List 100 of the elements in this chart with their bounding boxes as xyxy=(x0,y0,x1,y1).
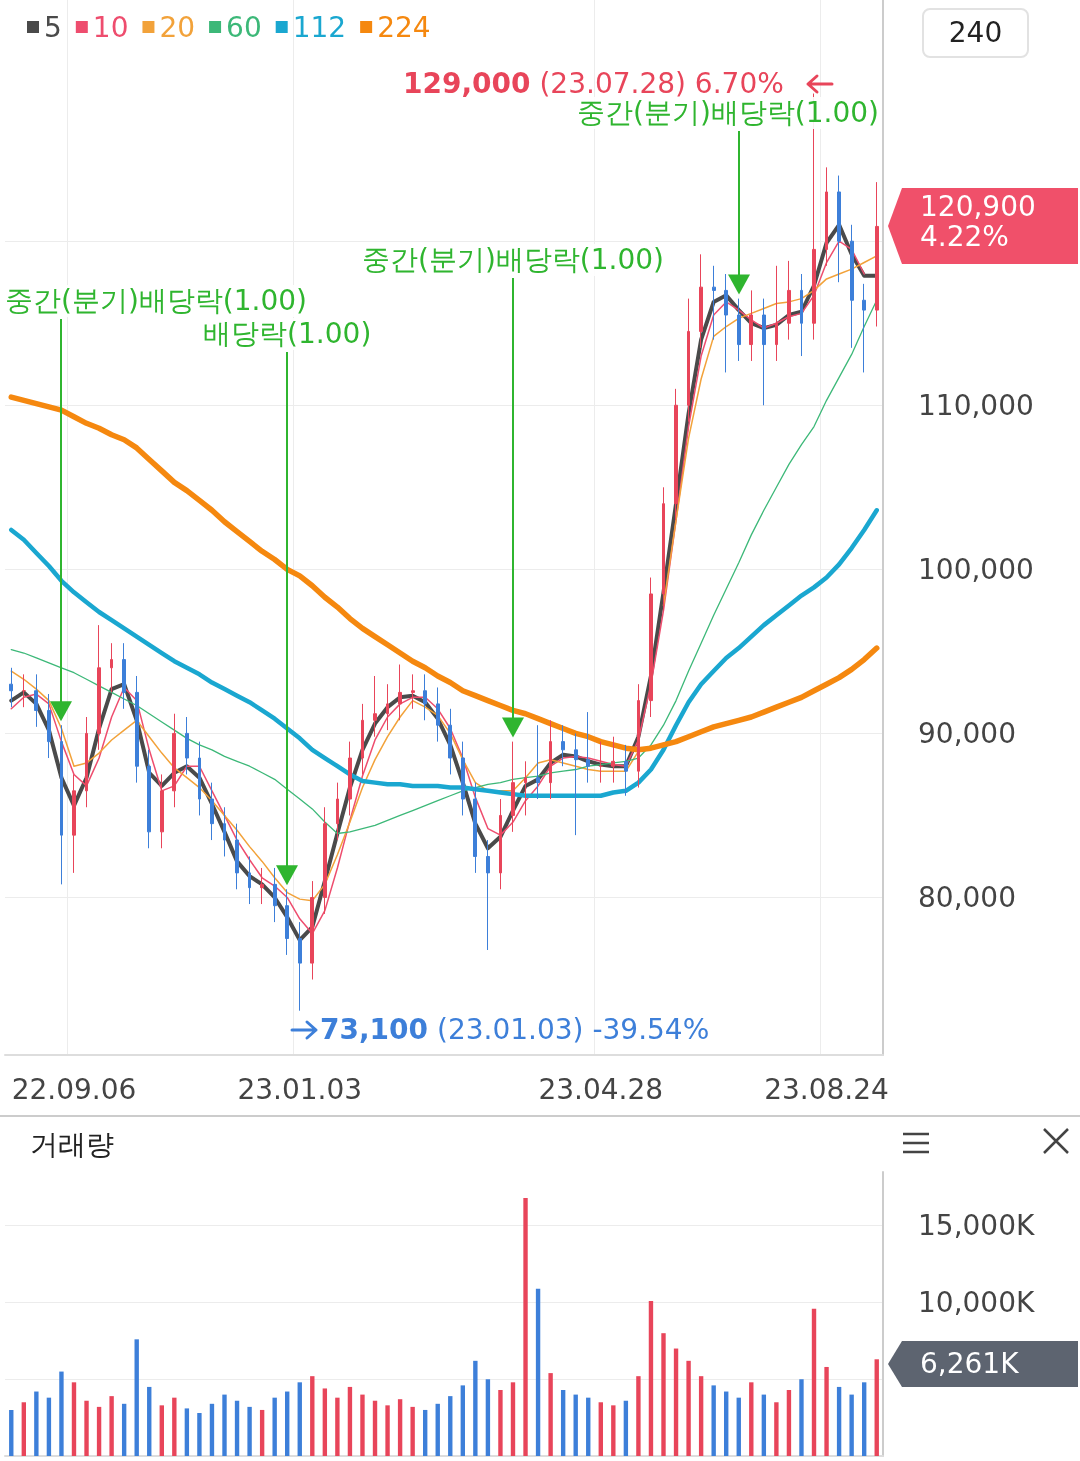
candlestick xyxy=(348,741,352,816)
bar xyxy=(573,1394,578,1456)
candlestick xyxy=(712,265,716,341)
line-series xyxy=(9,508,879,799)
candlestick xyxy=(624,744,628,797)
candlestick xyxy=(524,760,527,816)
candlestick xyxy=(122,642,126,710)
candlestick xyxy=(486,839,490,951)
bar xyxy=(799,1379,804,1456)
candlestick xyxy=(310,880,314,981)
bar xyxy=(21,1402,27,1456)
bar xyxy=(310,1376,315,1456)
candlestick xyxy=(749,289,753,362)
legend-label: 224 xyxy=(377,10,431,44)
candlestick xyxy=(22,673,26,708)
y-tick-label: 90,000 xyxy=(918,716,1016,750)
bar xyxy=(435,1403,440,1456)
candlestick xyxy=(72,773,76,874)
bar xyxy=(147,1386,152,1456)
candlestick xyxy=(662,486,665,611)
candlestick xyxy=(273,867,277,923)
bar xyxy=(322,1388,328,1456)
y-tick-label: 10,000K xyxy=(918,1285,1035,1319)
bar xyxy=(836,1386,842,1456)
bar xyxy=(197,1413,202,1456)
bar xyxy=(209,1403,215,1456)
bar xyxy=(397,1399,403,1456)
candlestick xyxy=(762,298,766,406)
annotation: 중간(분기)배당락(1.00) xyxy=(361,243,664,276)
candlestick xyxy=(511,741,515,833)
bar xyxy=(761,1394,767,1456)
candlestick xyxy=(574,732,578,836)
y-tick-label: 15,000K xyxy=(918,1209,1035,1243)
x-tick-label: 23.08.24 xyxy=(764,1072,889,1106)
legend-label: 112 xyxy=(292,10,347,44)
candlestick xyxy=(724,273,728,373)
bar xyxy=(485,1379,491,1456)
bar xyxy=(698,1376,704,1456)
bar xyxy=(422,1409,428,1456)
bar xyxy=(272,1397,277,1456)
bar xyxy=(297,1382,302,1456)
bar xyxy=(172,1397,177,1456)
bar xyxy=(774,1402,779,1456)
candlestick xyxy=(34,673,38,728)
candlestick xyxy=(649,577,653,718)
candlestick xyxy=(862,283,866,373)
bar xyxy=(749,1382,754,1456)
bar xyxy=(736,1397,741,1456)
candlestick xyxy=(135,675,139,784)
candlestick xyxy=(60,724,63,885)
legend-label: 60 xyxy=(226,10,262,44)
bar xyxy=(460,1385,466,1456)
candlestick xyxy=(85,716,88,808)
candlestick xyxy=(699,253,703,349)
candlestick xyxy=(185,716,189,775)
candlestick xyxy=(361,703,364,775)
text: 6,261K xyxy=(888,1341,1078,1387)
candlestick xyxy=(423,673,427,721)
bar xyxy=(385,1405,390,1456)
bar xyxy=(786,1389,792,1456)
bar xyxy=(611,1405,616,1456)
bar xyxy=(134,1339,139,1456)
candlestick xyxy=(737,298,741,362)
candlestick xyxy=(411,673,415,710)
candlestick xyxy=(549,719,552,800)
bar xyxy=(9,1409,14,1456)
candlestick xyxy=(172,713,176,808)
bar xyxy=(849,1394,854,1456)
bar xyxy=(347,1386,353,1456)
bar xyxy=(811,1308,817,1456)
y-tick-label: 100,000 xyxy=(918,552,1034,586)
candlestick xyxy=(837,175,841,283)
candlestick xyxy=(461,741,465,816)
candlestick xyxy=(235,823,239,890)
x-tick-label: 22.09.06 xyxy=(11,1072,137,1106)
bar xyxy=(498,1389,503,1456)
x-tick-label: 23.01.03 xyxy=(237,1072,363,1106)
bar xyxy=(372,1400,378,1456)
candlestick xyxy=(336,782,339,841)
candlestick xyxy=(210,782,214,841)
annotation: 중간(분기)배당락(1.00) xyxy=(577,96,880,129)
bar xyxy=(360,1394,365,1456)
bar xyxy=(71,1382,77,1456)
bar xyxy=(222,1394,227,1456)
legend-label: 20 xyxy=(159,10,196,44)
candlestick xyxy=(875,181,879,328)
bar xyxy=(96,1406,102,1456)
candlestick xyxy=(674,388,678,521)
legend-label: 10 xyxy=(92,10,129,44)
candlestick xyxy=(850,224,854,349)
bar xyxy=(109,1396,114,1456)
candlestick xyxy=(611,736,615,784)
candlestick xyxy=(536,724,540,800)
candlestick xyxy=(97,624,101,751)
legend-label: 5 xyxy=(44,10,62,44)
text: 120,900 4.22% xyxy=(888,188,1078,264)
bar xyxy=(874,1359,879,1456)
bar xyxy=(473,1360,478,1456)
candlestick xyxy=(398,664,402,721)
candlestick xyxy=(775,265,778,362)
